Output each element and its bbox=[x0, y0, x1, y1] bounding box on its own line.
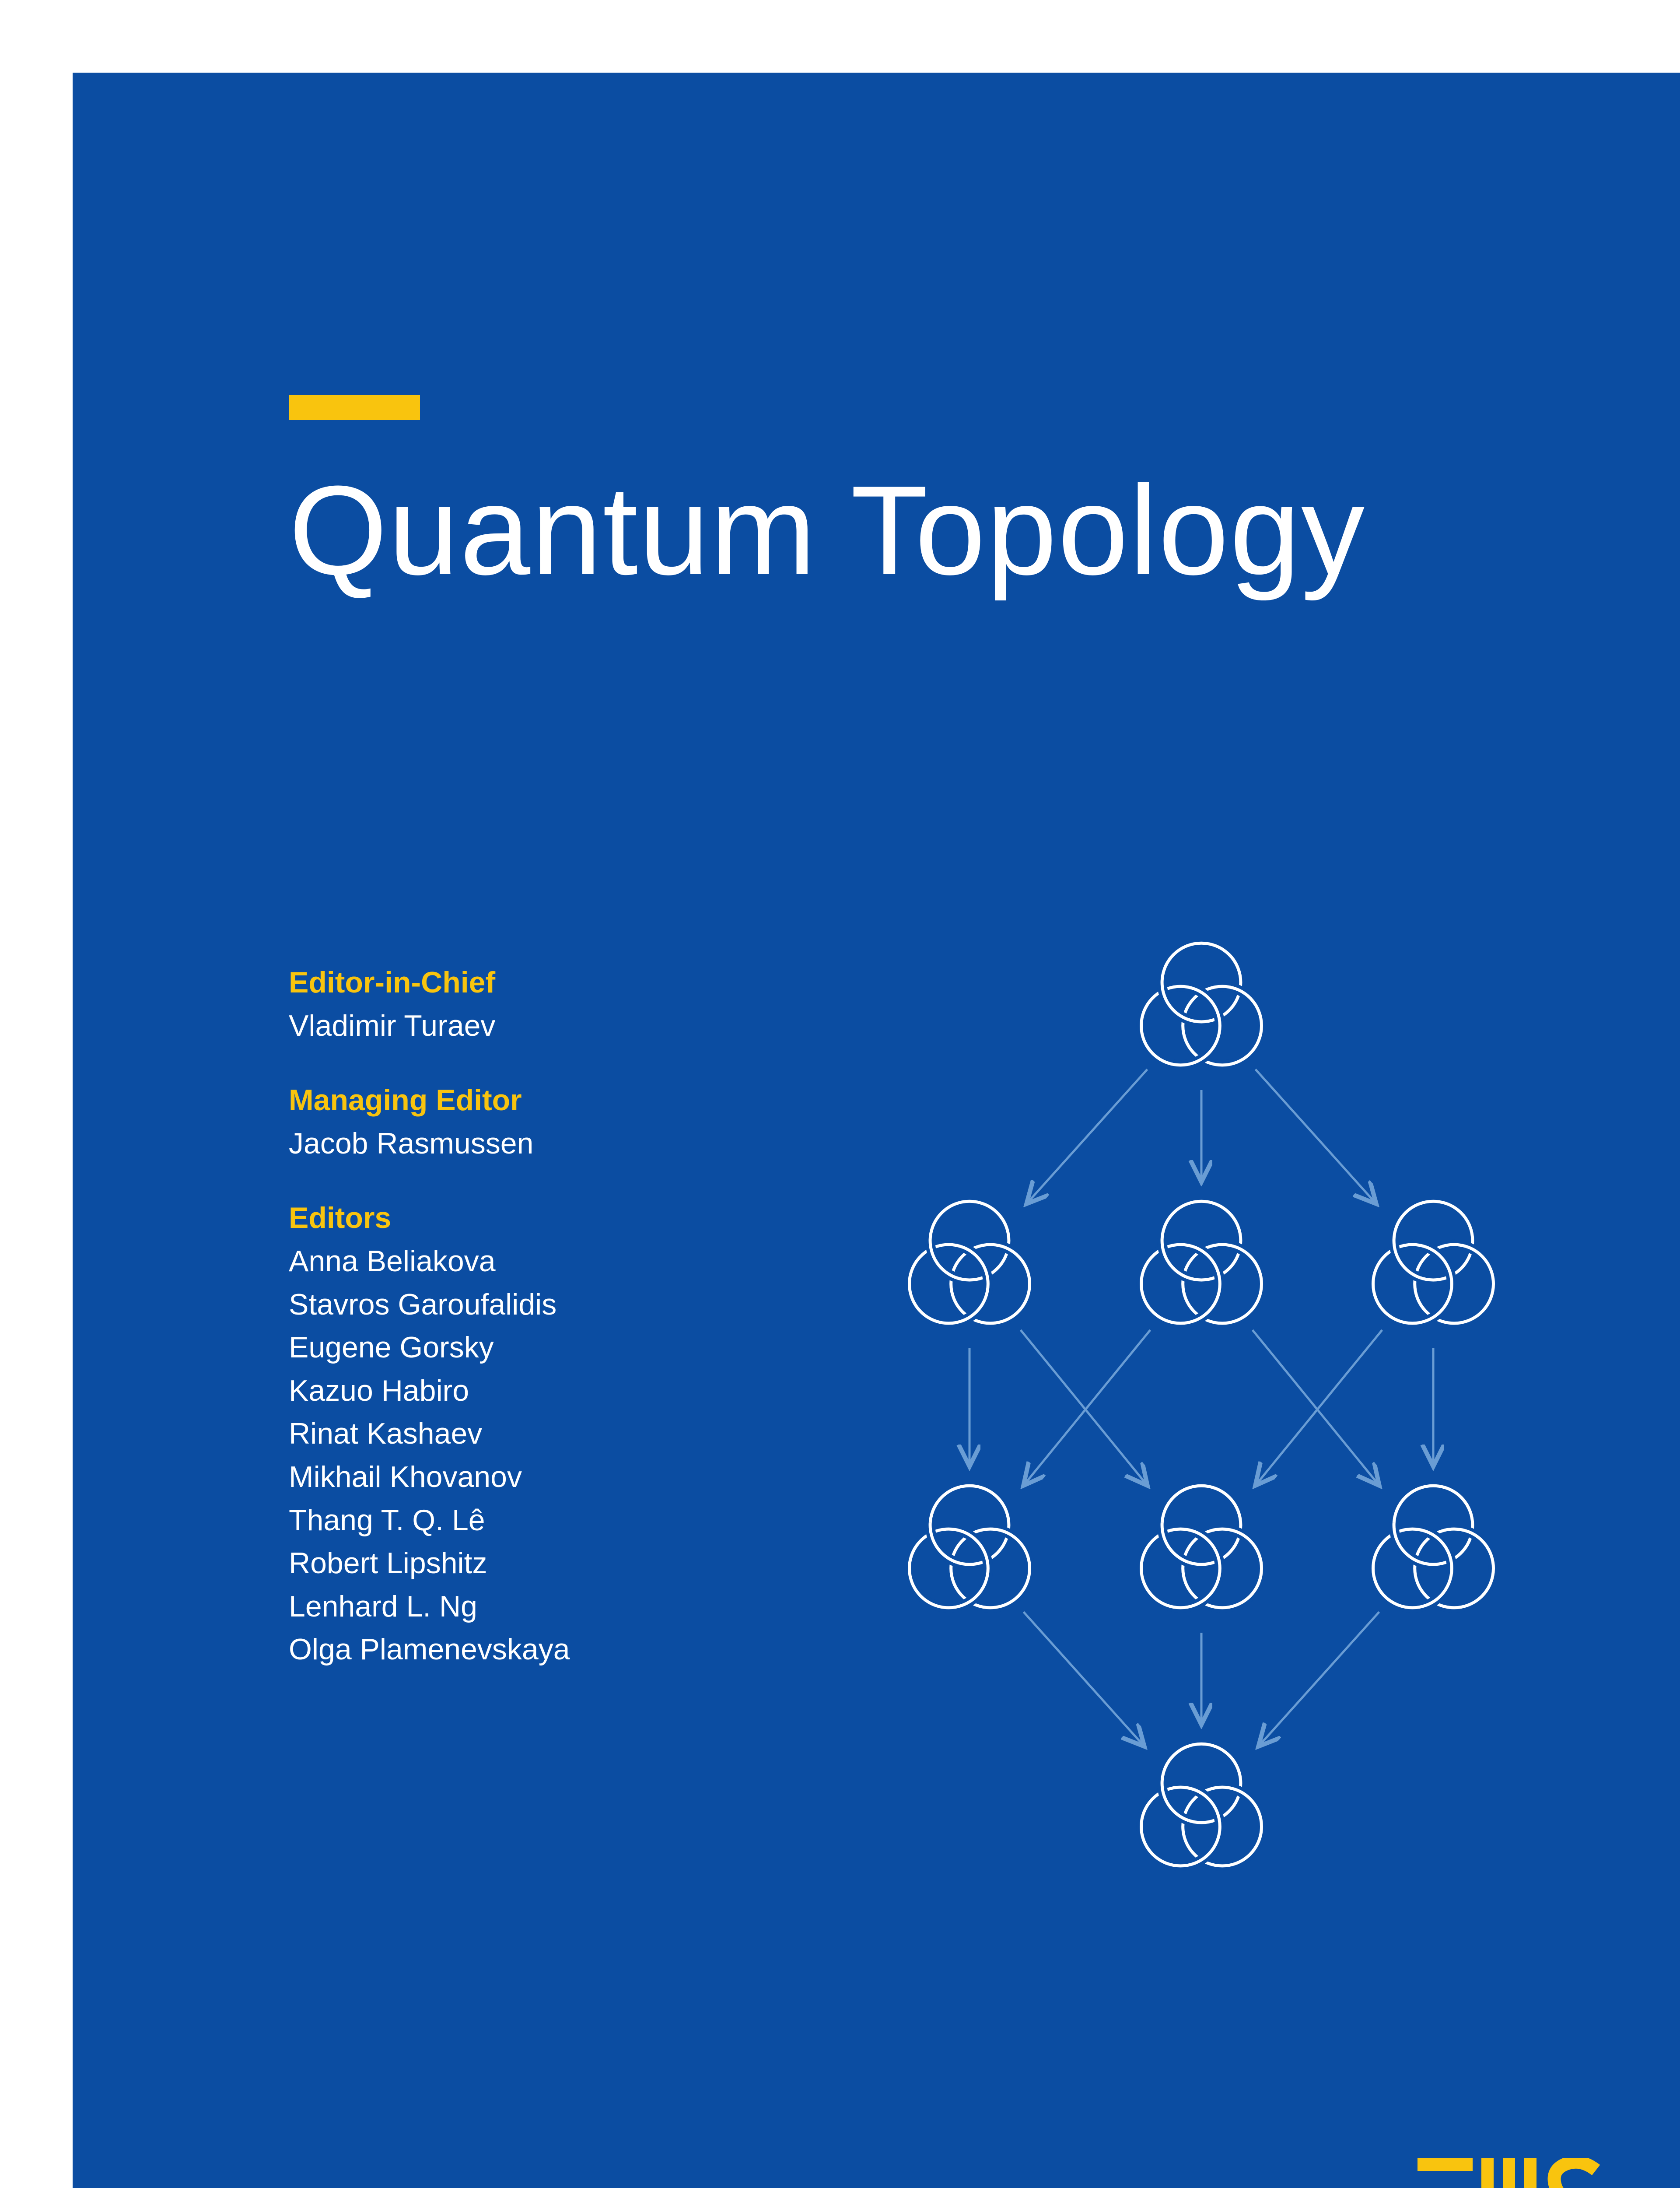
journal-cover: Quantum Topology Editor-in-Chief Vladimi… bbox=[73, 73, 1680, 2188]
managing-editor-label: Managing Editor bbox=[289, 1079, 570, 1122]
letter-m-icon bbox=[1481, 2158, 1536, 2188]
knot-node bbox=[1141, 1744, 1262, 1866]
diagram-edge bbox=[1255, 1330, 1382, 1485]
editor-name: Stavros Garoufalidis bbox=[289, 1283, 570, 1326]
editors-block: Editor-in-Chief Vladimir Turaev Managing… bbox=[289, 961, 570, 1671]
knot-node bbox=[1373, 1486, 1494, 1608]
editor-name: Lenhard L. Ng bbox=[289, 1585, 570, 1628]
accent-bar-top bbox=[289, 395, 420, 420]
editor-name: Thang T. Q. Lê bbox=[289, 1499, 570, 1542]
diagram-edge bbox=[1253, 1330, 1379, 1485]
editor-name: Kazuo Habiro bbox=[289, 1369, 570, 1413]
editor-name: Anna Beliakova bbox=[289, 1240, 570, 1283]
diagram-edge bbox=[1256, 1069, 1376, 1204]
knot-node bbox=[910, 1486, 1030, 1608]
editor-in-chief-name: Vladimir Turaev bbox=[289, 1004, 570, 1048]
ems-letters bbox=[1418, 2158, 1601, 2188]
editors-list: Anna BeliakovaStavros GaroufalidisEugene… bbox=[289, 1240, 570, 1671]
knot-node bbox=[1373, 1201, 1494, 1323]
knot-node bbox=[1141, 943, 1262, 1065]
diagram-edge bbox=[1023, 1330, 1150, 1485]
knot-node bbox=[910, 1201, 1030, 1323]
editor-in-chief-label: Editor-in-Chief bbox=[289, 961, 570, 1004]
publisher-logo: PRESS bbox=[1418, 2158, 1601, 2188]
editor-name: Eugene Gorsky bbox=[289, 1326, 570, 1369]
letter-e-icon bbox=[1418, 2158, 1473, 2188]
editor-name: Rinat Kashaev bbox=[289, 1412, 570, 1455]
knot-node bbox=[1141, 1486, 1262, 1608]
letter-s-icon bbox=[1545, 2158, 1600, 2188]
diagram-edge bbox=[1026, 1069, 1147, 1204]
editor-name: Olga Plamenevskaya bbox=[289, 1628, 570, 1671]
editors-label: Editors bbox=[289, 1196, 570, 1240]
diagram-edge bbox=[1258, 1612, 1379, 1746]
editor-name: Mikhail Khovanov bbox=[289, 1455, 570, 1499]
editor-name: Robert Lipshitz bbox=[289, 1542, 570, 1585]
diagram-edge bbox=[1024, 1612, 1144, 1746]
diagram-edge bbox=[1021, 1330, 1148, 1485]
knot-diagram bbox=[764, 930, 1639, 1937]
journal-title: Quantum Topology bbox=[289, 458, 1365, 603]
knot-node bbox=[1141, 1201, 1262, 1323]
managing-editor-name: Jacob Rasmussen bbox=[289, 1122, 570, 1165]
